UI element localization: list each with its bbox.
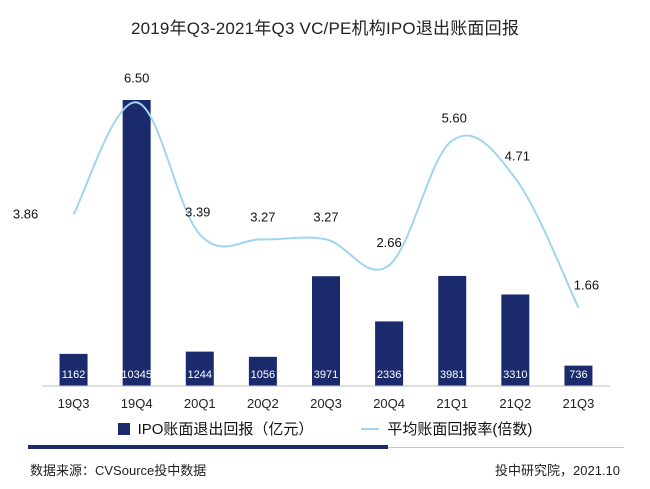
bar-20Q1 — [185, 351, 214, 386]
bar-19Q3 — [59, 353, 88, 386]
x-tick-label: 20Q1 — [184, 396, 216, 411]
line-value-label: 5.60 — [442, 111, 467, 126]
bar-value-label: 3971 — [314, 369, 338, 381]
bar-value-label: 3310 — [503, 369, 527, 381]
bar-value-label: 1056 — [251, 369, 275, 381]
line-value-label: 3.86 — [13, 206, 38, 221]
footer-credit: 投中研究院，2021.10 — [495, 463, 620, 478]
line-value-label: 3.27 — [313, 209, 338, 224]
rate-line — [72, 101, 580, 309]
footer-divider-accent — [28, 445, 388, 449]
bar-20Q2 — [248, 356, 277, 386]
line-value-label: 1.66 — [574, 278, 599, 293]
bar-value-label: 10345 — [121, 369, 152, 381]
x-tick-label: 21Q2 — [499, 396, 531, 411]
line-value-label: 2.66 — [376, 235, 401, 250]
line-value-label: 4.71 — [505, 148, 530, 163]
x-tick-label: 20Q2 — [247, 396, 279, 411]
line-value-label: 3.39 — [185, 204, 210, 219]
bar-20Q4 — [375, 321, 404, 386]
bar-value-label: 2336 — [377, 369, 401, 381]
footer-source: 数据来源：CVSource投中数据 — [30, 463, 207, 478]
x-tick-label: 21Q3 — [563, 396, 595, 411]
x-tick-label: 19Q4 — [121, 396, 153, 411]
bar-21Q2 — [501, 294, 530, 386]
line-value-label: 6.50 — [124, 70, 149, 85]
x-tick-label: 20Q3 — [310, 396, 342, 411]
legend-item-line: 平均账面回报率(倍数) — [361, 418, 532, 439]
line-value-label: 3.27 — [250, 209, 275, 224]
legend-label-line: 平均账面回报率(倍数) — [387, 421, 533, 438]
bar-value-label: 3981 — [440, 369, 464, 381]
bar-value-label: 1244 — [188, 369, 212, 381]
legend-label-bar: IPO账面退出回报（亿元） — [137, 421, 314, 438]
bar-value-label: 1162 — [62, 369, 86, 381]
x-tick-label: 20Q4 — [373, 396, 405, 411]
legend-swatch-bar — [117, 422, 130, 435]
bar-21Q3 — [564, 365, 593, 386]
bar-20Q3 — [312, 276, 340, 386]
chart-title: 2019年Q3-2021年Q3 VC/PE机构IPO退出账面回报 — [130, 19, 520, 38]
x-tick-label: 19Q3 — [58, 396, 90, 411]
x-tick-label: 21Q1 — [436, 396, 468, 411]
legend-swatch-line — [361, 427, 380, 430]
bar-19Q4 — [122, 100, 151, 386]
bar-value-label: 736 — [569, 369, 587, 381]
bar-21Q1 — [438, 275, 467, 386]
legend: IPO账面退出回报（亿元） 平均账面回报率(倍数) — [0, 418, 650, 439]
legend-item-bar: IPO账面退出回报（亿元） — [117, 418, 314, 439]
